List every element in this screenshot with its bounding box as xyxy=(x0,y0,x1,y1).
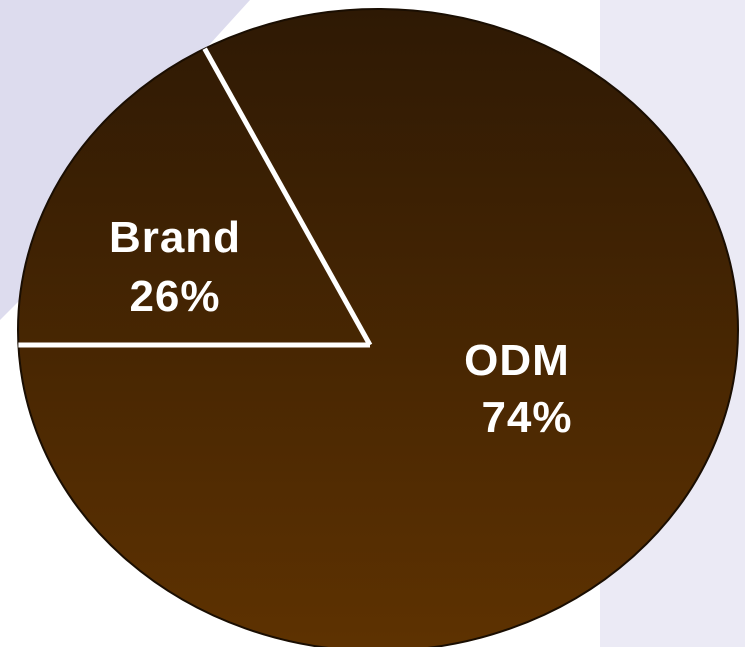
slice-label-odm-value: 74% xyxy=(481,393,572,442)
pie-body xyxy=(17,8,739,647)
slice-divider-end xyxy=(202,47,373,347)
slice-label-brand-name: Brand xyxy=(109,213,241,262)
slice-dividers xyxy=(18,47,373,348)
slice-label-odm-name: ODM xyxy=(464,336,570,385)
slice-label-brand-value: 26% xyxy=(129,272,220,321)
